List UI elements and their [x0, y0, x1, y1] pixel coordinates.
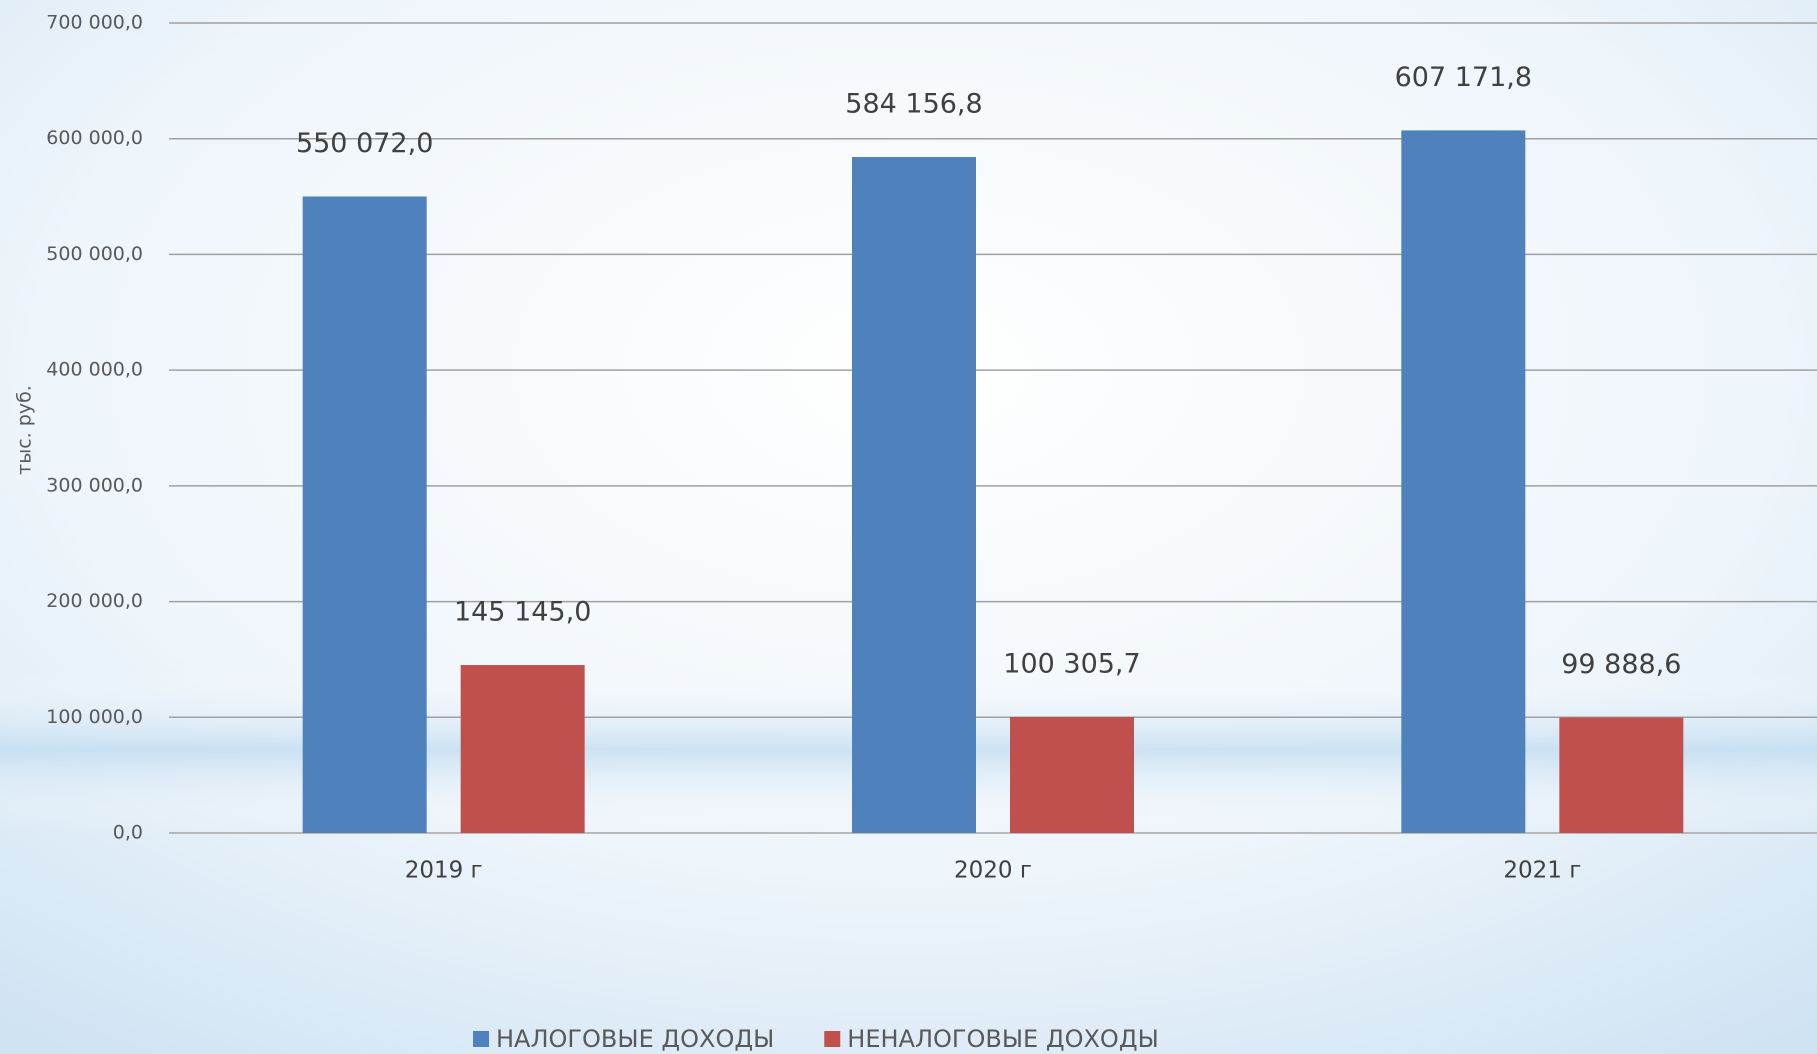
bar [302, 196, 427, 834]
y-axis-title: тыс. руб. [14, 385, 36, 475]
y-tick-label: 300 000,0 [46, 474, 143, 496]
x-tick-label: 2019 г [405, 858, 483, 884]
bar [1559, 717, 1684, 833]
x-tick-label: 2020 г [954, 858, 1032, 884]
legend-label: НАЛОГОВЫЕ ДОХОДЫ [496, 1025, 774, 1053]
x-tick-label: 2021 г [1503, 858, 1581, 884]
y-tick-label: 200 000,0 [46, 590, 143, 612]
bar [1401, 130, 1526, 834]
data-label: 607 171,8 [1395, 62, 1532, 93]
data-label: 100 305,7 [1003, 648, 1140, 679]
data-label: 550 072,0 [296, 128, 433, 159]
y-tick-label: 700 000,0 [46, 12, 143, 34]
data-label: 145 145,0 [454, 597, 591, 628]
bar [460, 665, 585, 833]
bar [852, 157, 976, 834]
data-label: 584 156,8 [845, 89, 982, 120]
data-label: 99 888,6 [1561, 649, 1681, 680]
legend-swatch [824, 1031, 841, 1047]
bar [1010, 716, 1134, 833]
y-tick-label: 500 000,0 [46, 243, 143, 265]
y-tick-label: 600 000,0 [46, 127, 143, 149]
y-tick-label: 400 000,0 [46, 359, 143, 381]
y-tick-label: 0,0 [113, 822, 143, 844]
y-tick-label: 100 000,0 [46, 706, 143, 728]
legend-swatch [473, 1031, 489, 1047]
legend-label: НЕНАЛОГОВЫЕ ДОХОДЫ [847, 1025, 1158, 1053]
